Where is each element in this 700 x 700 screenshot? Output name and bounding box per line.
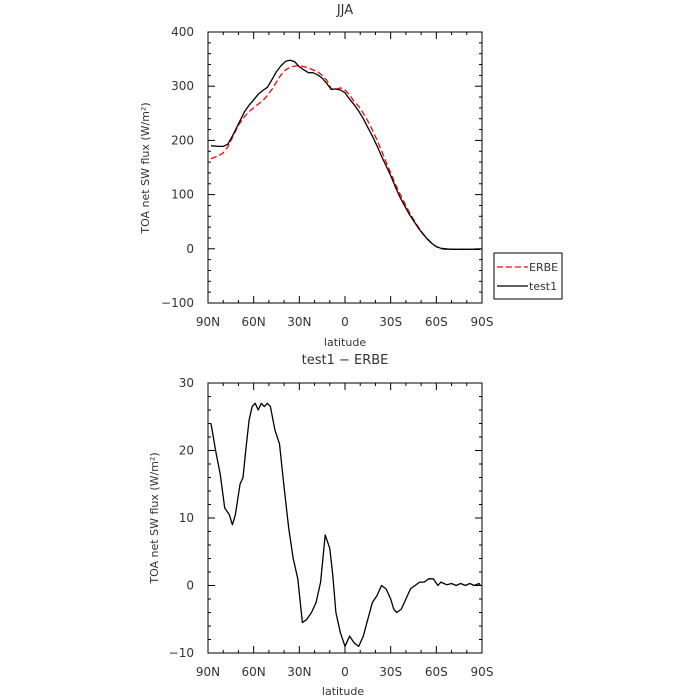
bottom-x-tick-label: 30N xyxy=(287,665,311,679)
top-x-tick-label: 60S xyxy=(425,315,448,329)
bottom-y-axis-label: TOA net SW flux (W/m²) xyxy=(148,452,161,584)
bottom-axis-ticks: 90N 60N 30N 0 30S 60S 90S −10 0 10 20 30 xyxy=(169,376,494,679)
bottom-y-tick-label: 0 xyxy=(186,579,194,593)
bottom-x-axis-label: latitude xyxy=(322,685,364,698)
top-plot-frame xyxy=(207,31,483,304)
top-y-tick-label: 0 xyxy=(186,242,194,256)
legend-label-test1: test1 xyxy=(529,280,557,293)
bottom-y-tick-label: 20 xyxy=(179,444,194,458)
top-x-tick-label: 90N xyxy=(196,315,220,329)
top-y-axis-label: TOA net SW flux (W/m²) xyxy=(139,102,152,234)
bottom-panel: test1 − ERBE 90N 60N 30N 0 30S 60S 90S −10 0 10 20… xyxy=(148,353,493,698)
bottom-x-tick-label: 90N xyxy=(196,665,220,679)
top-y-tick-label: 300 xyxy=(171,79,194,93)
bottom-y-tick-label: −10 xyxy=(169,646,194,660)
top-axis-ticks: 90N 60N 30N 0 30S 60S 90S −100 0 100 200 300 400 xyxy=(161,25,493,329)
top-x-tick-label: 90S xyxy=(471,315,494,329)
bottom-x-tick-label: 30S xyxy=(379,665,402,679)
bottom-y-tick-label: 10 xyxy=(179,511,194,525)
top-x-tick-label: 0 xyxy=(341,315,349,329)
top-y-tick-label: 200 xyxy=(171,133,194,147)
bottom-panel-title: test1 − ERBE xyxy=(302,353,389,368)
legend-box xyxy=(493,252,563,300)
legend-label-erbe: ERBE xyxy=(529,261,558,274)
top-x-tick-label: 60N xyxy=(242,315,266,329)
top-x-tick-label: 30N xyxy=(287,315,311,329)
bottom-x-tick-label: 90S xyxy=(471,665,494,679)
bottom-x-tick-label: 60S xyxy=(425,665,448,679)
top-series-line-test1 xyxy=(210,59,481,250)
bottom-series-line-difference xyxy=(210,402,482,647)
bottom-y-tick-label: 30 xyxy=(179,376,194,390)
top-series-lines xyxy=(210,59,481,250)
bottom-series-lines xyxy=(210,402,482,647)
bottom-x-tick-label: 60N xyxy=(242,665,266,679)
bottom-x-tick-label: 0 xyxy=(341,665,349,679)
top-panel: JJA 90N 60N 30N 0 30S 60S 90S −100 0 100 200 300 400… xyxy=(139,3,563,349)
top-y-tick-label: 400 xyxy=(171,25,194,39)
top-y-tick-label: 100 xyxy=(171,188,194,202)
top-x-tick-label: 30S xyxy=(379,315,402,329)
top-panel-title: JJA xyxy=(336,3,353,18)
legend: ERBE test1 xyxy=(493,252,563,300)
top-y-tick-label: −100 xyxy=(161,296,194,310)
top-x-axis-label: latitude xyxy=(324,336,366,349)
